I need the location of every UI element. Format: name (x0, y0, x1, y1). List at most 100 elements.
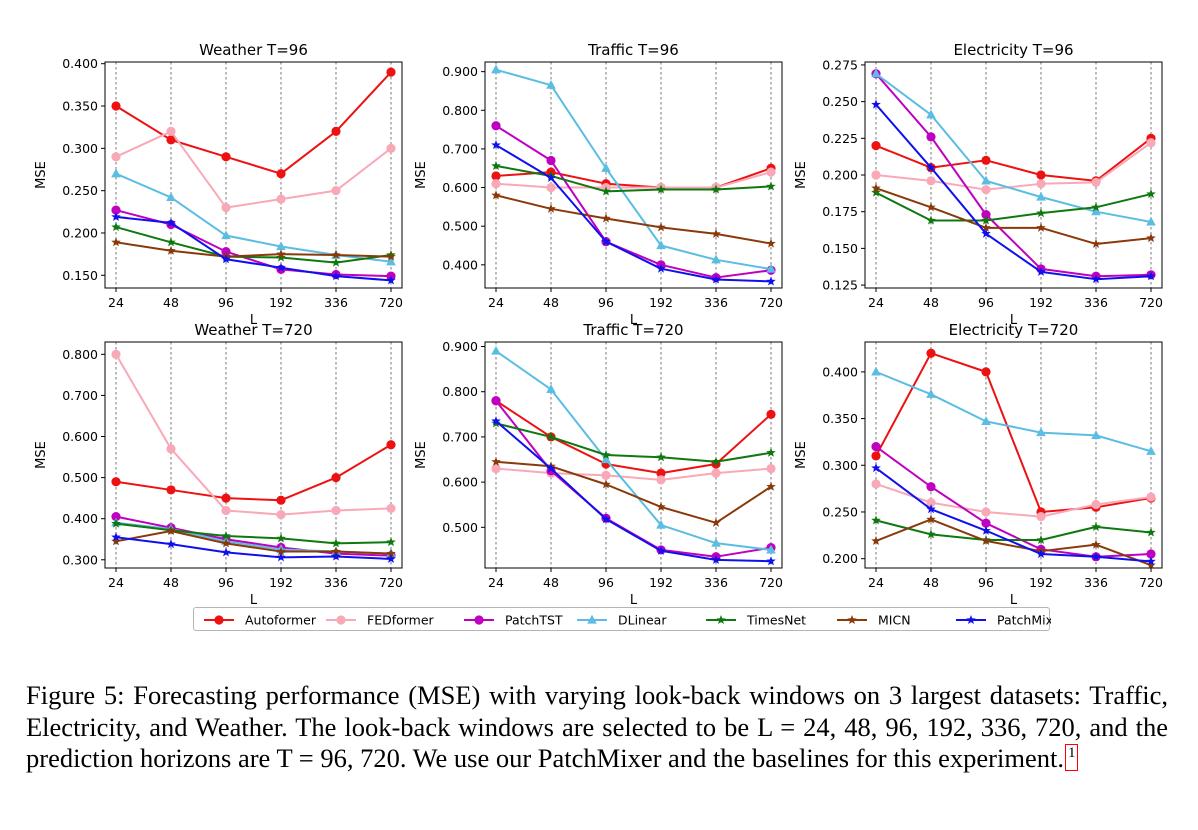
series-line (115, 241, 392, 258)
legend-marker (214, 615, 224, 625)
series-line (115, 522, 392, 545)
data-point (386, 275, 396, 285)
y-tick-label: 0.400 (62, 56, 98, 71)
series-autoformer (111, 67, 396, 179)
data-point (981, 155, 991, 165)
data-point (111, 237, 121, 247)
chart-panel: Electricity T=720 0.200 0.250 0.300 0.350 0.4… (760, 320, 1180, 610)
data-point (601, 470, 611, 480)
footnote-link[interactable]: 1 (1064, 744, 1079, 772)
data-point (981, 175, 991, 185)
x-tick-label: 24 (488, 295, 504, 310)
data-point (1036, 179, 1046, 189)
data-point (871, 99, 881, 109)
data-point (981, 507, 991, 517)
data-point (111, 168, 121, 178)
data-point (386, 553, 396, 564)
x-tick-label: 48 (163, 575, 179, 590)
data-point (166, 217, 176, 227)
y-tick-label: 0.400 (442, 257, 478, 272)
data-point (111, 152, 121, 162)
series-line (875, 103, 1152, 281)
chart-svg: Traffic T=96 0.400 0.500 0.600 0.700 0.800 0.9… (414, 41, 783, 328)
data-point (1036, 222, 1046, 232)
series-micn (871, 183, 1156, 249)
x-tick-label: 48 (163, 295, 179, 310)
data-point (331, 186, 341, 196)
data-point (926, 529, 936, 539)
chart-svg: Electricity T=96 0.125 0.150 0.175 0.200 0.22… (794, 41, 1163, 328)
data-point (166, 126, 176, 137)
series-line (875, 519, 1152, 541)
data-point (926, 109, 936, 119)
series-patchmixer (871, 463, 1156, 566)
x-tick-label: 48 (543, 575, 559, 590)
data-point (711, 537, 721, 547)
data-point (871, 170, 881, 180)
chart-panel: Traffic T=720 0.500 0.600 0.700 0.800 0.900 24… (380, 320, 800, 610)
y-tick-label: 0.175 (822, 204, 858, 219)
data-point (766, 556, 776, 566)
data-point (1091, 177, 1101, 187)
data-point (386, 503, 396, 514)
series-line (875, 73, 1152, 278)
series-dlinear (491, 345, 776, 554)
data-point (386, 67, 396, 77)
data-point (491, 160, 501, 170)
data-point (386, 548, 396, 558)
data-point (386, 537, 396, 547)
data-point (1091, 206, 1101, 216)
y-tick-label: 0.125 (822, 278, 858, 293)
plot-frame (104, 341, 403, 569)
data-point (871, 366, 881, 376)
data-point (491, 345, 501, 355)
data-point (331, 505, 341, 516)
series-line (115, 443, 392, 502)
data-point (221, 254, 231, 264)
series-dlinear (491, 64, 776, 273)
data-point (601, 450, 611, 460)
series-line (495, 124, 772, 279)
legend-marker (966, 615, 976, 625)
data-point (871, 183, 881, 193)
y-tick-label: 0.300 (62, 141, 98, 156)
series-timesnet (871, 515, 1156, 545)
data-point (926, 482, 936, 492)
y-tick-label: 0.700 (442, 141, 478, 156)
series-line (115, 515, 392, 557)
chart-title: Electricity T=96 (953, 41, 1073, 59)
y-tick-label: 0.200 (62, 225, 98, 240)
series-autoformer (871, 133, 1156, 186)
data-point (981, 535, 991, 545)
series-patchtst (491, 121, 776, 283)
data-point (1146, 271, 1156, 281)
data-point (601, 454, 611, 464)
data-point (276, 552, 286, 562)
y-tick-label: 0.500 (442, 520, 478, 535)
data-point (766, 544, 776, 554)
data-point (111, 518, 121, 528)
data-point (166, 237, 176, 247)
data-point (546, 79, 556, 89)
series-autoformer (111, 440, 396, 505)
x-tick-label: 336 (1084, 295, 1108, 310)
data-point (331, 473, 341, 483)
data-point (221, 547, 231, 557)
data-point (221, 530, 231, 540)
data-point (926, 348, 936, 358)
series-line (115, 215, 392, 282)
x-tick-label: 24 (868, 575, 884, 590)
data-point (601, 186, 611, 196)
data-point (871, 141, 881, 151)
data-point (1146, 556, 1156, 566)
data-point (601, 514, 611, 524)
plot-frame (864, 61, 1163, 289)
data-point (276, 169, 286, 179)
series-line (115, 536, 392, 560)
data-point (1091, 499, 1101, 510)
series-dlinear (111, 168, 396, 266)
data-point (111, 477, 121, 487)
legend-label: DLinear (618, 613, 667, 628)
series-line (495, 68, 772, 271)
data-point (1036, 191, 1046, 201)
